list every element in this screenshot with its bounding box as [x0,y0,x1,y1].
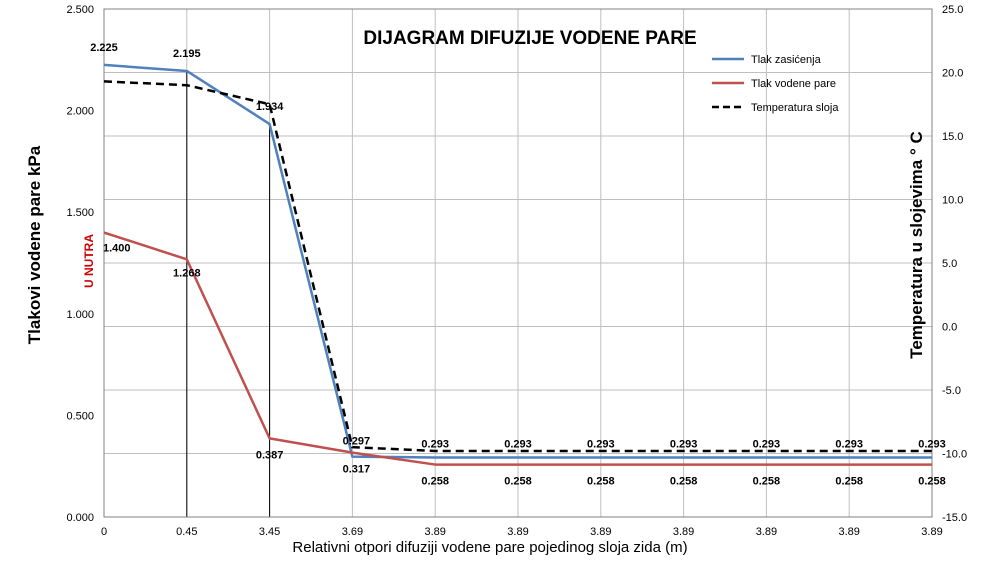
y-tick-label: 1.000 [66,309,94,321]
series-lines [103,63,932,466]
y-tick-label: 2.000 [66,106,94,118]
data-label-saturation: 0.293 [918,438,946,450]
data-label-saturation: 2.225 [90,42,118,54]
y2-tick-label: 10.0 [942,195,963,207]
y-tick-label: 0.500 [66,410,94,422]
data-label-vapour: 1.400 [103,243,131,255]
tick-labels: 0.000 0.500 1.000 1.500 2.000 2.500 -15.0 -10.0… [66,4,967,538]
y-tick-label: 0.000 [66,512,94,524]
series-line-0 [103,63,932,459]
x-tick-label: 3.89 [756,526,777,538]
data-label-saturation: 1.934 [256,101,284,113]
x-tick-label: 3.45 [259,526,280,538]
legend-label-temperature: Temperatura sloja [751,102,839,114]
data-label-saturation: 0.293 [421,438,449,450]
y2-tick-label: -5.0 [942,385,961,397]
x-tick-label: 3.89 [921,526,942,538]
y2-tick-label: 0.0 [942,322,957,334]
plot-border [103,8,933,518]
series-line-1 [103,231,932,466]
data-labels: 2.225 2.195 1.934 0.297 0.293 0.293 0.293 0.293… [90,42,946,488]
vertical-guides [186,70,271,517]
legend: Tlak zasićenja Tlak vodene pare Temperat… [712,54,839,114]
y-tick-label: 1.500 [66,207,94,219]
data-label-saturation: 0.293 [670,438,698,450]
data-label-vapour: 1.268 [173,267,201,279]
chart-title: DIJAGRAM DIFUZIJE VODENE PARE [363,28,696,49]
x-tick-label: 3.89 [673,526,694,538]
x-tick-label: 3.89 [838,526,859,538]
y2-axis-title: Temperatura u slojevima ° C [907,131,926,359]
legend-label-saturation: Tlak zasićenja [751,54,822,66]
y2-tick-label: 15.0 [942,131,963,143]
y2-tick-label: 5.0 [942,258,957,270]
y2-tick-label: -10.0 [942,449,967,461]
data-label-vapour: 0.258 [421,476,449,488]
x-tick-label: 3.89 [507,526,528,538]
x-tick-label: 3.89 [590,526,611,538]
x-tick-label: 0 [101,526,107,538]
y2-tick-label: -15.0 [942,512,967,524]
inside-annotation: U NUTRA [82,234,96,288]
series-line-2 [103,80,932,453]
data-label-vapour: 0.258 [753,476,781,488]
y2-tick-label: 20.0 [942,68,963,80]
data-label-saturation: 0.293 [753,438,781,450]
data-label-vapour: 0.317 [343,464,371,476]
data-label-vapour: 0.258 [504,476,532,488]
data-label-saturation: 0.293 [504,438,532,450]
data-label-vapour: 0.258 [587,476,615,488]
x-tick-label: 3.69 [342,526,363,538]
data-label-saturation: 2.195 [173,48,201,60]
legend-label-vapour: Tlak vodene pare [751,78,836,90]
data-label-vapour: 0.258 [835,476,863,488]
x-tick-label: 3.89 [424,526,445,538]
x-tick-label: 0.45 [176,526,197,538]
y-tick-label: 2.500 [66,4,94,16]
data-label-vapour: 0.258 [670,476,698,488]
x-axis-title: Relativni otpori difuziji vodene pare po… [292,539,687,556]
data-label-saturation: 0.297 [343,436,371,448]
data-label-vapour: 0.387 [256,449,284,461]
data-label-saturation: 0.293 [587,438,615,450]
data-label-vapour: 0.258 [918,476,946,488]
y-axis-title: Tlakovi vodene pare kPa [25,145,44,344]
y2-tick-label: 25.0 [942,4,963,16]
data-label-saturation: 0.293 [835,438,863,450]
